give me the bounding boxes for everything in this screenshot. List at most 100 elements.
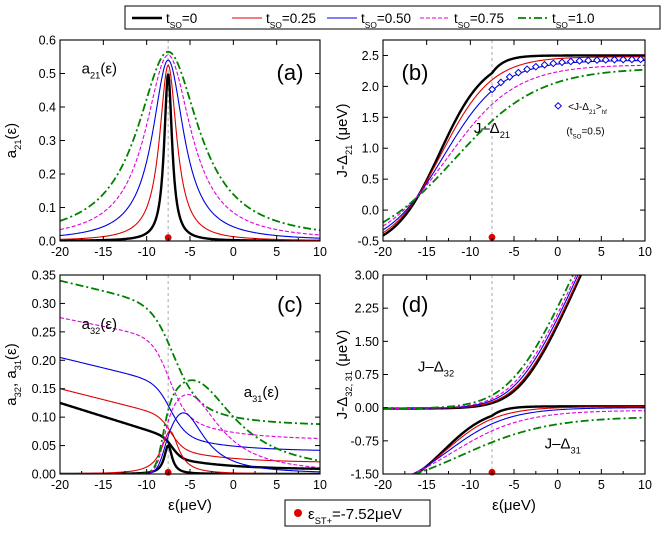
legend-box [124, 5, 661, 30]
y-tick-label: 0.20 [32, 354, 56, 368]
x-tick-label: 0 [554, 245, 561, 259]
data-point [523, 65, 532, 74]
y-tick-label: 1.0 [362, 142, 379, 156]
series-line [60, 279, 320, 425]
curve-annotation: a31(ε) [244, 384, 279, 404]
x-tick-label: -15 [418, 245, 436, 259]
y-tick-label: 0.10 [32, 411, 56, 425]
x-tick-label: -15 [94, 478, 112, 492]
y-tick-label: 0.1 [39, 201, 56, 215]
y-tick-label: 0.35 [32, 269, 56, 283]
series-line [411, 407, 645, 474]
y-tick-label: 0.25 [32, 325, 56, 339]
series-line [414, 405, 645, 474]
panel-label: (c) [277, 292, 303, 317]
x-tick-label: 10 [313, 245, 327, 259]
y-tick-label: 0.5 [362, 173, 379, 187]
series-group [383, 275, 645, 474]
x-tick-label: -5 [508, 478, 519, 492]
series-line [410, 410, 645, 474]
y-tick-label: -0.5 [357, 235, 379, 249]
x-tick-label: -10 [461, 245, 479, 259]
data-point-legend [554, 101, 563, 110]
y-axis-label: J-Δ32, 31 (μeV) [334, 330, 354, 420]
y-tick-label: 0.2 [39, 168, 56, 182]
legend-entry: tSO=0.75 [454, 11, 504, 30]
y-tick-label: 2.5 [362, 49, 379, 63]
y-tick-label: -0.75 [351, 434, 380, 448]
y-tick-label: 0.0 [362, 204, 379, 218]
curve-annotation: a32(ε) [82, 316, 117, 336]
x-tick-label: 0 [554, 478, 561, 492]
data-point [566, 57, 575, 66]
series-line [383, 60, 645, 231]
curve-annotation: J–Δ31 [545, 435, 581, 455]
curve-annotation: a21(ε) [82, 61, 117, 81]
y-axis-label: a32, a31(ε) [3, 343, 23, 405]
legend-entry: tSO=0.25 [266, 11, 316, 30]
series-line [60, 401, 320, 470]
panel-label: (d) [402, 292, 429, 317]
series-line [60, 317, 320, 440]
x-tick-label: 10 [638, 478, 652, 492]
x-tick-label: -15 [418, 478, 436, 492]
y-tick-label: 0.15 [32, 382, 56, 396]
y-tick-label: 1.5 [362, 111, 379, 125]
x-tick-label: -20 [374, 478, 392, 492]
panel-label: (a) [277, 60, 304, 85]
y-tick-label: 0.4 [39, 101, 56, 115]
series-line [412, 416, 645, 474]
x-tick-label: -5 [508, 245, 519, 259]
data-point [531, 62, 540, 71]
panels: -20 -15 -10 -5 0 5 10 0.0 0.1 0.2 0.3 0.4 0.5 0.6 a21(… [3, 34, 652, 515]
data-point [627, 55, 636, 64]
data-point [593, 56, 601, 65]
y-tick-label: -1.50 [351, 468, 380, 482]
y-tick-label: 0.00 [355, 401, 379, 415]
data-point [496, 78, 505, 87]
series-line [60, 50, 320, 232]
y-tick-label: 3.00 [355, 269, 379, 283]
series-line [60, 379, 320, 474]
y-axis-label: J-Δ21 (μeV) [334, 103, 354, 177]
data-point [619, 55, 628, 64]
x-tick-label: -5 [184, 245, 195, 259]
y-tick-label: 0.05 [32, 439, 56, 453]
st-crossing-legend-marker [294, 509, 302, 517]
data-point [636, 55, 645, 64]
st-crossing-legend-label: εST+=-7.52μeV [308, 506, 402, 526]
bottom-legend: εST+=-7.52μeV [284, 499, 431, 527]
x-tick-label: 0 [230, 478, 237, 492]
data-point [514, 68, 523, 77]
series-line [383, 275, 575, 410]
x-axis-label: ε(μeV) [492, 497, 536, 514]
y-tick-label: 0.00 [32, 468, 56, 482]
panel-b: -20 -15 -10 -5 0 5 10 -0.5 0.0 0.5 1.0 1.5 2.0 2.5 J-Δ… [334, 39, 652, 259]
top-legend: tSO=0 tSO=0.25 tSO=0.50 tSO=0.75 tSO=1.0 [124, 5, 661, 30]
curve-annotation: J–Δ21 [474, 120, 510, 140]
y-tick-label: 0.0 [39, 235, 56, 249]
y-tick-label: 2.25 [355, 302, 379, 316]
x-tick-label: -20 [374, 245, 392, 259]
legend-entry: tSO=0 [166, 11, 197, 30]
data-point [488, 85, 497, 94]
panel-d: -20 -15 -10 -5 0 5 10 -1.50 -0.75 0.00 0.75 1.50 2.2… [334, 269, 652, 515]
bottom-legend-box [284, 499, 431, 527]
data-point [584, 56, 593, 65]
st-crossing-marker [488, 233, 496, 241]
y-tick-label: 0.75 [355, 368, 379, 382]
x-tick-label: -20 [51, 478, 69, 492]
x-tick-label: 0 [230, 245, 237, 259]
legend-entry: tSO=0.50 [361, 11, 411, 30]
series-line [60, 356, 320, 451]
y-tick-label: 0.5 [39, 67, 56, 81]
x-tick-label: 5 [273, 478, 280, 492]
series-line [383, 68, 645, 224]
x-tick-label: -10 [138, 478, 156, 492]
data-point [558, 58, 566, 67]
series-line [383, 56, 645, 234]
x-tick-label: 10 [638, 245, 652, 259]
series-line [60, 64, 320, 241]
series-line [383, 64, 645, 227]
